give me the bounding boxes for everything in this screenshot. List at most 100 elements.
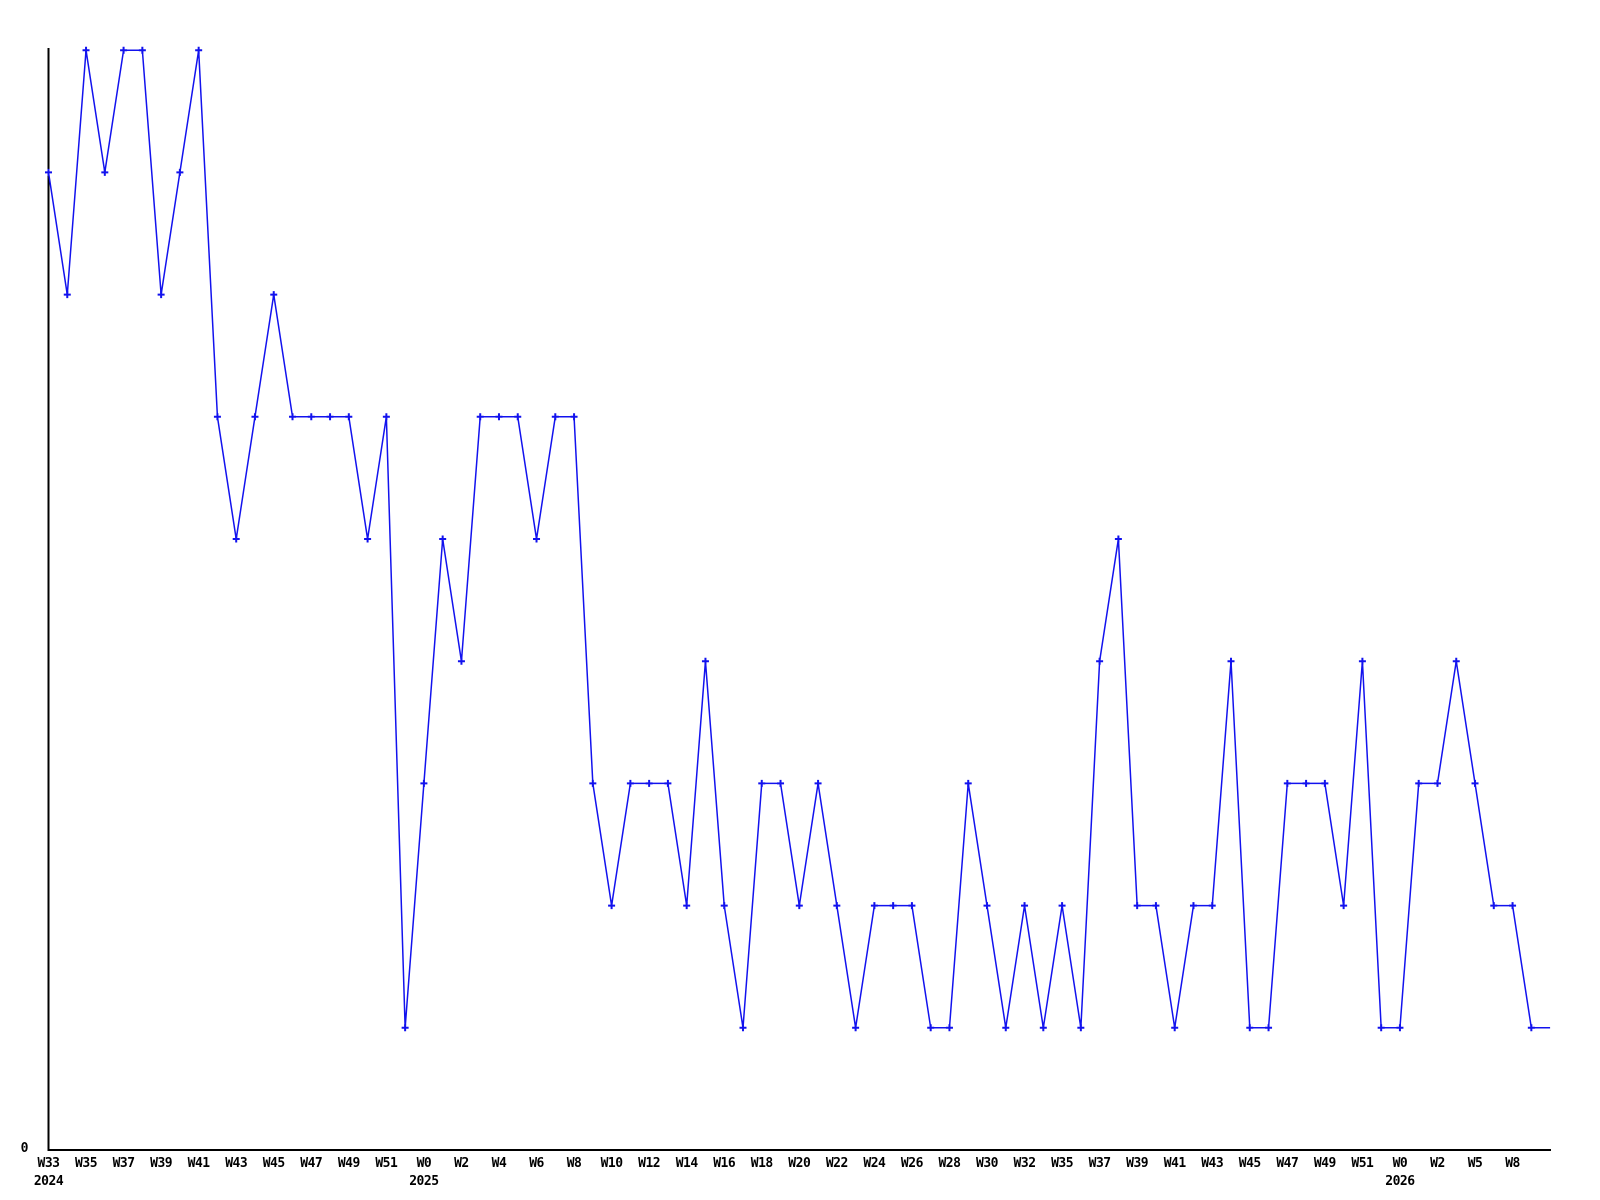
- data-point-marker: [176, 168, 184, 176]
- data-point-marker: [101, 168, 109, 176]
- data-point-marker: [1039, 1024, 1047, 1032]
- x-tick-label: W32: [1014, 1156, 1036, 1171]
- data-point-marker: [1021, 902, 1029, 910]
- data-point-marker: [345, 413, 353, 421]
- x-tick-label: W0: [1393, 1156, 1408, 1171]
- data-point-marker: [852, 1024, 860, 1032]
- data-point-marker: [1340, 902, 1348, 910]
- data-point-marker: [626, 779, 634, 787]
- data-point-marker: [157, 291, 165, 299]
- data-point-marker: [570, 413, 578, 421]
- data-point-marker: [138, 46, 146, 54]
- data-point-marker: [270, 291, 278, 299]
- x-tick-year-label: 2025: [409, 1174, 438, 1189]
- data-point-marker: [195, 46, 203, 54]
- data-point-marker: [1396, 1024, 1404, 1032]
- data-point-marker: [795, 902, 803, 910]
- data-point-marker: [439, 535, 447, 543]
- x-tick-label: W28: [938, 1156, 961, 1171]
- x-tick-label: W24: [863, 1156, 886, 1171]
- data-point-marker: [1058, 902, 1066, 910]
- data-point-marker: [1077, 1024, 1085, 1032]
- axes: [47, 48, 1551, 1151]
- data-point-marker: [213, 413, 221, 421]
- data-point-marker: [495, 413, 503, 421]
- data-point-markers: [45, 46, 1535, 1032]
- data-point-marker: [1490, 902, 1498, 910]
- x-tick-label: W12: [638, 1156, 660, 1171]
- y-axis-zero-label: 0: [21, 1141, 29, 1156]
- data-point-marker: [1415, 779, 1423, 787]
- x-tick-label: W47: [300, 1156, 322, 1171]
- data-point-marker: [401, 1024, 409, 1032]
- x-tick-label: W0: [417, 1156, 432, 1171]
- data-point-marker: [476, 413, 484, 421]
- data-point-marker: [1527, 1024, 1535, 1032]
- data-point-marker: [1208, 902, 1216, 910]
- x-tick-label: W49: [338, 1156, 360, 1171]
- x-tick-label: W41: [188, 1156, 211, 1171]
- data-point-marker: [1171, 1024, 1179, 1032]
- data-point-marker: [945, 1024, 953, 1032]
- x-tick-label: W35: [1051, 1156, 1073, 1171]
- x-tick-label: W43: [225, 1156, 247, 1171]
- data-point-marker: [1321, 779, 1329, 787]
- data-point-marker: [232, 535, 240, 543]
- data-point-marker: [1377, 1024, 1385, 1032]
- x-tick-label: W26: [901, 1156, 924, 1171]
- x-tick-label: W2: [454, 1156, 469, 1171]
- data-point-marker: [1002, 1024, 1010, 1032]
- x-tick-label: W35: [75, 1156, 97, 1171]
- data-point-marker: [551, 413, 559, 421]
- data-point-marker: [1509, 902, 1517, 910]
- x-tick-label: W43: [1201, 1156, 1223, 1171]
- x-tick-label: W37: [1089, 1156, 1111, 1171]
- x-axis-tick-labels: W33 2024 W35 W37 W39 W41 W43 W45 W47 W49 W51 W0 2025…: [34, 1156, 1521, 1189]
- data-point-marker: [1302, 779, 1310, 787]
- x-tick-label: W18: [751, 1156, 774, 1171]
- data-point-marker: [983, 902, 991, 910]
- data-point-marker: [645, 779, 653, 787]
- x-tick-label: W39: [1126, 1156, 1148, 1171]
- data-point-marker: [870, 902, 878, 910]
- data-point-marker: [420, 779, 428, 787]
- data-point-marker: [589, 779, 597, 787]
- data-point-marker: [814, 779, 822, 787]
- x-tick-label: W8: [567, 1156, 582, 1171]
- x-tick-label: W47: [1276, 1156, 1298, 1171]
- x-tick-label: W22: [826, 1156, 848, 1171]
- data-point-marker: [1471, 779, 1479, 787]
- data-point-marker: [1283, 779, 1291, 787]
- x-tick-label: W45: [1239, 1156, 1261, 1171]
- data-point-marker: [1133, 902, 1141, 910]
- data-point-marker: [720, 902, 728, 910]
- data-point-marker: [833, 902, 841, 910]
- x-tick-label: W41: [1164, 1156, 1187, 1171]
- data-point-marker: [307, 413, 315, 421]
- data-point-marker: [608, 902, 616, 910]
- data-point-marker: [1433, 779, 1441, 787]
- data-point-marker: [1189, 902, 1197, 910]
- data-point-marker: [364, 535, 372, 543]
- data-point-marker: [1265, 1024, 1273, 1032]
- data-point-marker: [45, 168, 52, 176]
- data-point-marker: [1452, 657, 1460, 665]
- data-point-marker: [664, 779, 672, 787]
- data-point-marker: [701, 657, 709, 665]
- x-tick-label: W51: [375, 1156, 398, 1171]
- data-point-marker: [1152, 902, 1160, 910]
- x-tick-label: W4: [492, 1156, 507, 1171]
- x-tick-label: W49: [1314, 1156, 1336, 1171]
- data-point-marker: [514, 413, 522, 421]
- data-point-marker: [120, 46, 128, 54]
- data-point-marker: [1227, 657, 1235, 665]
- x-tick-label: W6: [529, 1156, 544, 1171]
- x-tick-label: W30: [976, 1156, 999, 1171]
- data-point-marker: [964, 779, 972, 787]
- data-point-marker: [908, 902, 916, 910]
- data-point-marker: [382, 413, 390, 421]
- x-tick-label: W45: [263, 1156, 285, 1171]
- data-point-marker: [1096, 657, 1104, 665]
